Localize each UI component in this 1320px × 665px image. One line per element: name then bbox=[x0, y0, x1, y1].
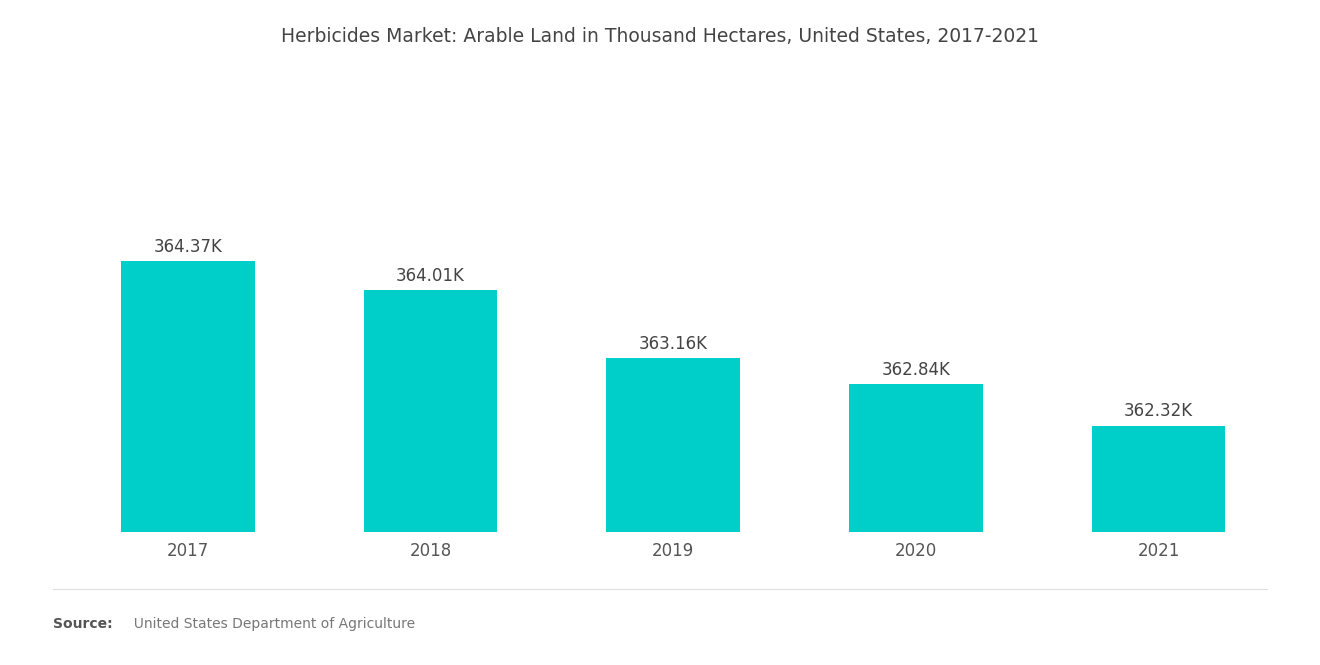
Text: 363.16K: 363.16K bbox=[639, 335, 708, 353]
Text: 362.84K: 362.84K bbox=[882, 360, 950, 378]
Bar bbox=[121, 261, 255, 532]
Bar bbox=[1092, 426, 1225, 532]
Text: 362.32K: 362.32K bbox=[1123, 402, 1193, 420]
Bar bbox=[606, 358, 741, 532]
Text: 364.01K: 364.01K bbox=[396, 267, 465, 285]
Bar bbox=[364, 290, 498, 532]
Text: Herbicides Market: Arable Land in Thousand Hectares, United States, 2017-2021: Herbicides Market: Arable Land in Thousa… bbox=[281, 27, 1039, 46]
Text: Source:: Source: bbox=[53, 617, 112, 632]
Bar bbox=[849, 384, 982, 532]
Text: United States Department of Agriculture: United States Department of Agriculture bbox=[125, 617, 416, 632]
Text: 364.37K: 364.37K bbox=[153, 237, 222, 255]
